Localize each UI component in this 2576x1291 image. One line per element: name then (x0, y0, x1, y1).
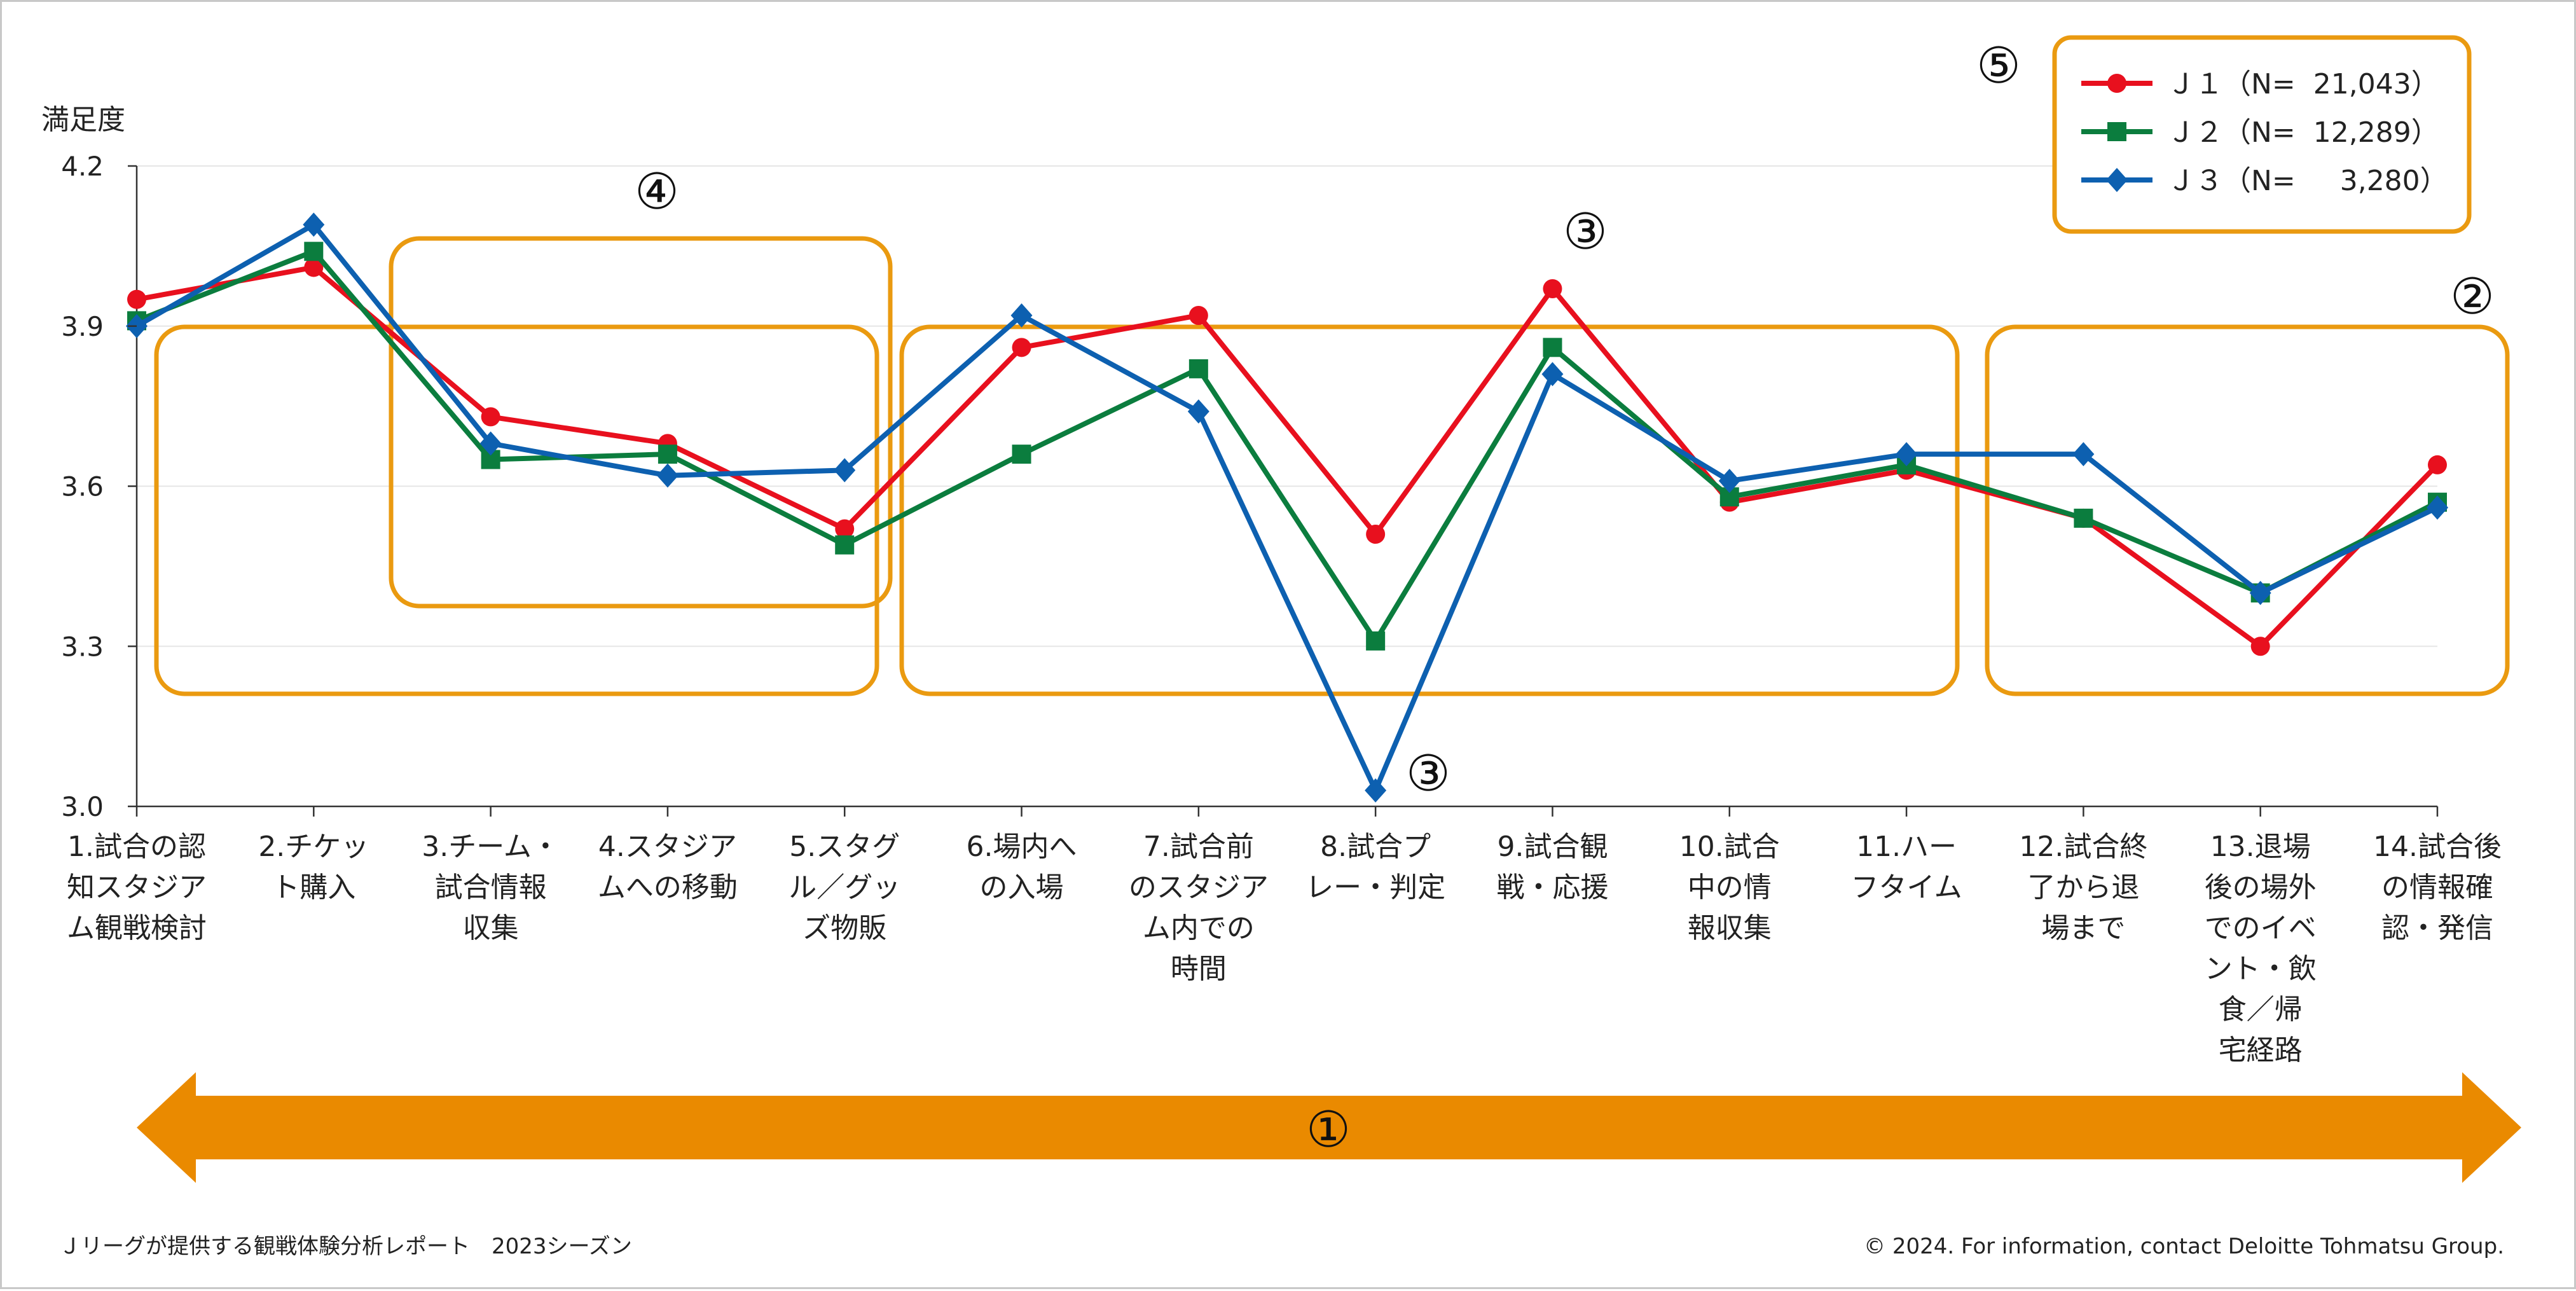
x-tick-label: 2.チケット購入 (258, 831, 369, 904)
x-tick-label: 9.試合観戦・応援 (1496, 831, 1608, 904)
data-point (1012, 445, 1031, 464)
x-tick-label: 1.試合の認知スタジアム観戦検討 (67, 831, 207, 944)
x-tick-label: 6.場内への入場 (967, 831, 1077, 904)
x-tick-label: 7.試合前のスタジアム内での時間 (1129, 831, 1269, 985)
y-tick-label: 3.9 (61, 311, 104, 342)
data-point (481, 407, 500, 427)
data-point (835, 519, 855, 539)
data-point (303, 212, 325, 237)
data-point (2250, 637, 2270, 656)
legend-swatch-marker (2107, 122, 2126, 141)
data-point (127, 289, 146, 309)
box-post-match-group (1985, 324, 2510, 696)
data-point (1543, 338, 1562, 357)
data-point (479, 431, 502, 456)
data-point (2249, 581, 2271, 605)
legend-entry: Ｊ３（N= 3,280） (2167, 165, 2448, 197)
x-tick-labels: 1.試合の認知スタジアム観戦検討 2.チケット購入 3.チーム・試合情報収集 4.スタ… (67, 806, 2502, 1067)
footer-report-title: Ｊリーグが提供する観戦体験分析レポート 2023シーズン (59, 1234, 632, 1259)
data-point (304, 258, 324, 277)
data-point (834, 458, 856, 483)
footer-copyright: © 2024. For information, contact Deloitt… (1864, 1234, 2504, 1259)
data-point (1541, 362, 1564, 387)
highlight-boxes (154, 236, 2510, 696)
x-tick-label: 10.試合中の情報収集 (1679, 831, 1780, 944)
x-tick-label: 8.試合プレー・判定 (1305, 831, 1445, 904)
y-tick-label: 3.3 (61, 631, 104, 662)
legend: Ｊ１（N= 21,043） Ｊ２（N= 12,289） Ｊ３（N= 3,280） (2052, 35, 2472, 234)
legend-entry: Ｊ２（N= 12,289） (2167, 116, 2439, 149)
data-point (2428, 455, 2447, 474)
x-tick-label: 4.スタジアムへの移動 (598, 831, 738, 904)
data-point (1188, 305, 1208, 325)
annotation-3-top: ③ (1563, 204, 1608, 261)
legend-swatch-marker (2106, 168, 2128, 192)
data-point (1187, 399, 1209, 424)
annotation-5: ⑤ (1976, 38, 2021, 95)
data-point (1366, 525, 1386, 544)
data-point (1543, 279, 1562, 299)
x-tick-label: 5.スタグル／グッズ物販 (789, 831, 900, 944)
y-axis-label: 満足度 (41, 104, 125, 136)
annotation-2: ② (2450, 268, 2495, 326)
data-point (1896, 442, 1918, 467)
x-tick-label: 11.ハーフタイム (1851, 831, 1962, 904)
data-point (2074, 508, 2093, 528)
data-point (656, 463, 678, 488)
box-info-movement-group (389, 236, 893, 609)
annotation-1: ① (1306, 1101, 1351, 1159)
x-tick-label: 13.退場後の場外でのイベント・飲食／帰宅経路 (2205, 831, 2317, 1067)
data-point (2072, 442, 2095, 467)
double-arrow-shape (137, 1072, 2521, 1183)
box-pre-match-group (154, 324, 879, 696)
legend-swatch-marker (2107, 74, 2126, 93)
journey-arrow (137, 1072, 2521, 1183)
y-tick-labels: 3.0 3.3 3.6 3.9 4.2 (61, 151, 137, 822)
x-tick-label: 12.試合終了から退場まで (2019, 831, 2147, 944)
series-lines (126, 212, 2448, 803)
data-point (2427, 495, 2448, 520)
data-point (1012, 338, 1031, 357)
annotation-4: ④ (635, 163, 679, 221)
legend-entry: Ｊ１（N= 21,043） (2167, 68, 2439, 100)
legend-box (2052, 35, 2472, 234)
x-tick-label: 3.チーム・試合情報収集 (422, 831, 560, 944)
data-point (1188, 359, 1208, 378)
data-point (1366, 631, 1386, 651)
y-tick-label: 4.2 (61, 151, 104, 182)
annotations: ① ② ③ ③ ④ ⑤ (635, 38, 2495, 1159)
data-point (835, 535, 855, 555)
data-point (304, 242, 324, 261)
y-tick-label: 3.6 (61, 471, 104, 502)
y-tick-label: 3.0 (61, 791, 104, 822)
data-point (1010, 303, 1033, 328)
annotation-3-bottom: ③ (1406, 745, 1450, 803)
data-point (1718, 469, 1740, 494)
box-stadium-group (899, 324, 1960, 696)
x-tick-label: 14.試合後の情報確認・発信 (2373, 831, 2502, 944)
data-point (1365, 778, 1387, 803)
series-line (135, 249, 2439, 644)
data-point (658, 445, 677, 464)
series-line (135, 222, 2439, 793)
